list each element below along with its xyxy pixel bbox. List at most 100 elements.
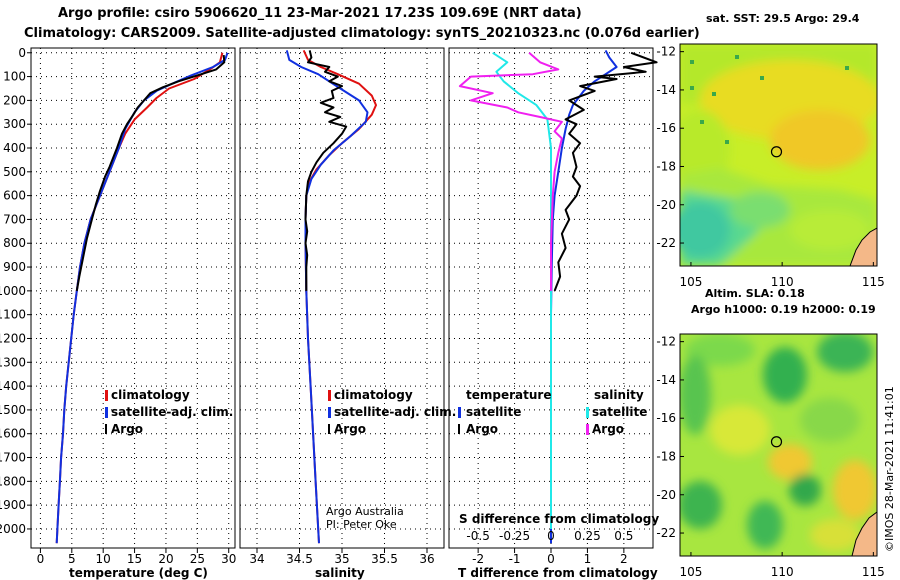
map-x-tick-label: 115 <box>862 275 885 289</box>
x-tick-label: 0 <box>37 552 45 566</box>
legend-swatch-t-argo <box>458 424 460 434</box>
salinity-axis-label: salinity <box>315 566 365 580</box>
legend-swatch-argo <box>328 424 330 434</box>
x-tick-label: -1 <box>509 552 521 566</box>
salinity-legend: climatology satellite-adj. clim. Argo <box>328 388 456 436</box>
annotation-argo-australia: Argo Australia <box>326 505 404 518</box>
legend-text-satellite: satellite-adj. clim. <box>111 405 233 419</box>
x-tick-label: 10 <box>96 552 111 566</box>
legend-swatch-climatology <box>105 390 108 401</box>
sst-map-image <box>680 44 877 266</box>
map-frame <box>679 43 878 267</box>
series-line-s-satellite <box>492 51 552 529</box>
depth-tick-label: 1700 <box>0 451 26 465</box>
depth-tick-label: 1800 <box>0 474 26 488</box>
s-difference-tick-label: 0 <box>547 529 555 543</box>
sla-map-image <box>680 334 877 556</box>
map-y-tick-label: -20 <box>656 488 676 502</box>
depth-tick-label: 1500 <box>0 403 26 417</box>
map-y-tick-label: -20 <box>656 198 676 212</box>
legend-swatch-climatology <box>328 390 331 401</box>
temperature-legend: climatology satellite-adj. clim. Argo <box>105 388 233 436</box>
sst-argo-position-marker <box>770 146 783 158</box>
x-tick-label: 34.5 <box>286 552 313 566</box>
x-tick-label: 5 <box>68 552 76 566</box>
depth-tick-label: 1400 <box>0 379 26 393</box>
depth-tick-label: 900 <box>3 260 26 274</box>
depth-tick-label: 600 <box>3 189 26 203</box>
map-y-tick-label: -14 <box>656 373 676 387</box>
x-tick-label: 35 <box>334 552 349 566</box>
depth-tick-label: 1000 <box>0 284 26 298</box>
temperature-axis-label: temperature (deg C) <box>69 566 208 580</box>
legend-heading-temperature: temperature <box>466 388 551 402</box>
legend-text-climatology: climatology <box>111 388 190 402</box>
legend-text-climatology: climatology <box>334 388 413 402</box>
series-line-argo <box>75 55 226 292</box>
legend-swatch-s-argo <box>586 424 589 435</box>
x-tick-label: 2 <box>620 552 628 566</box>
map-y-tick-label: -16 <box>656 121 676 135</box>
panel-frame <box>30 47 236 549</box>
depth-tick-label: 2000 <box>0 522 26 536</box>
map-y-tick-label: -16 <box>656 411 676 425</box>
map-y-tick-label: -18 <box>656 159 676 173</box>
depth-tick-label: 1900 <box>0 498 26 512</box>
depth-tick-label: 300 <box>3 117 26 131</box>
depth-tick-label: 1100 <box>0 308 26 322</box>
x-tick-label: 15 <box>127 552 142 566</box>
s-difference-tick-label: -0.5 <box>466 529 489 543</box>
depth-tick-label: 500 <box>3 165 26 179</box>
map-y-tick-label: -12 <box>656 45 676 59</box>
map-x-tick-label: 110 <box>771 275 794 289</box>
depth-tick-label: 1600 <box>0 427 26 441</box>
s-difference-tick-label: -0.25 <box>499 529 530 543</box>
x-tick-label: 30 <box>221 552 236 566</box>
legend-heading-salinity: salinity <box>594 388 644 402</box>
legend-text-argo: Argo <box>334 422 366 436</box>
map-x-tick-label: 110 <box>771 565 794 579</box>
difference-legend-salinity: salinity satellite Argo <box>586 388 647 436</box>
s-difference-axis-label: S difference from climatology <box>459 512 659 526</box>
annotation-pi: PI: Peter Oke <box>326 518 397 531</box>
series-line-argo <box>304 50 348 291</box>
legend-text-argo: Argo <box>111 422 143 436</box>
sla-argo-position-marker <box>770 436 783 448</box>
x-tick-label: -2 <box>472 552 484 566</box>
x-tick-label: 1 <box>584 552 592 566</box>
x-tick-label: 35.5 <box>371 552 398 566</box>
depth-tick-label: 800 <box>3 236 26 250</box>
map-y-tick-label: -18 <box>656 449 676 463</box>
sst-map-title: sat. SST: 29.5 Argo: 29.4 <box>706 12 860 25</box>
x-tick-label: 20 <box>158 552 173 566</box>
map-frame <box>679 333 878 557</box>
imos-credit: ©IMOS 28-Mar-2021 11:41:01 <box>883 386 896 552</box>
depth-tick-label: 1200 <box>0 331 26 345</box>
legend-swatch-argo <box>105 424 107 434</box>
series-line-t-argo <box>553 51 658 292</box>
title-line-1: Argo profile: csiro 5906620_11 23-Mar-20… <box>58 6 582 21</box>
map-x-tick-label: 115 <box>862 565 885 579</box>
depth-tick-label: 100 <box>3 70 26 84</box>
depth-tick-label: 0 <box>18 46 26 60</box>
legend-text-s-argo: Argo <box>592 422 624 436</box>
difference-legend-temperature: temperature satellite Argo <box>458 388 551 436</box>
legend-swatch-t-satellite <box>458 407 461 418</box>
depth-tick-label: 1300 <box>0 355 26 369</box>
x-tick-label: 36 <box>419 552 434 566</box>
map-x-tick-label: 105 <box>679 275 702 289</box>
title-line-2: Climatology: CARS2009. Satellite-adjuste… <box>24 26 700 41</box>
t-difference-axis-label: T difference from climatology <box>458 566 658 580</box>
map-x-tick-label: 105 <box>679 565 702 579</box>
legend-text-satellite: satellite-adj. clim. <box>334 405 456 419</box>
legend-text-t-satellite: satellite <box>466 405 521 419</box>
legend-text-t-argo: Argo <box>466 422 498 436</box>
x-tick-label: 0 <box>547 552 555 566</box>
x-tick-label: 25 <box>190 552 205 566</box>
map-y-tick-label: -14 <box>656 83 676 97</box>
depth-tick-label: 700 <box>3 212 26 226</box>
map-y-tick-label: -22 <box>656 236 676 250</box>
map-y-tick-label: -22 <box>656 526 676 540</box>
legend-text-s-satellite: satellite <box>592 405 647 419</box>
